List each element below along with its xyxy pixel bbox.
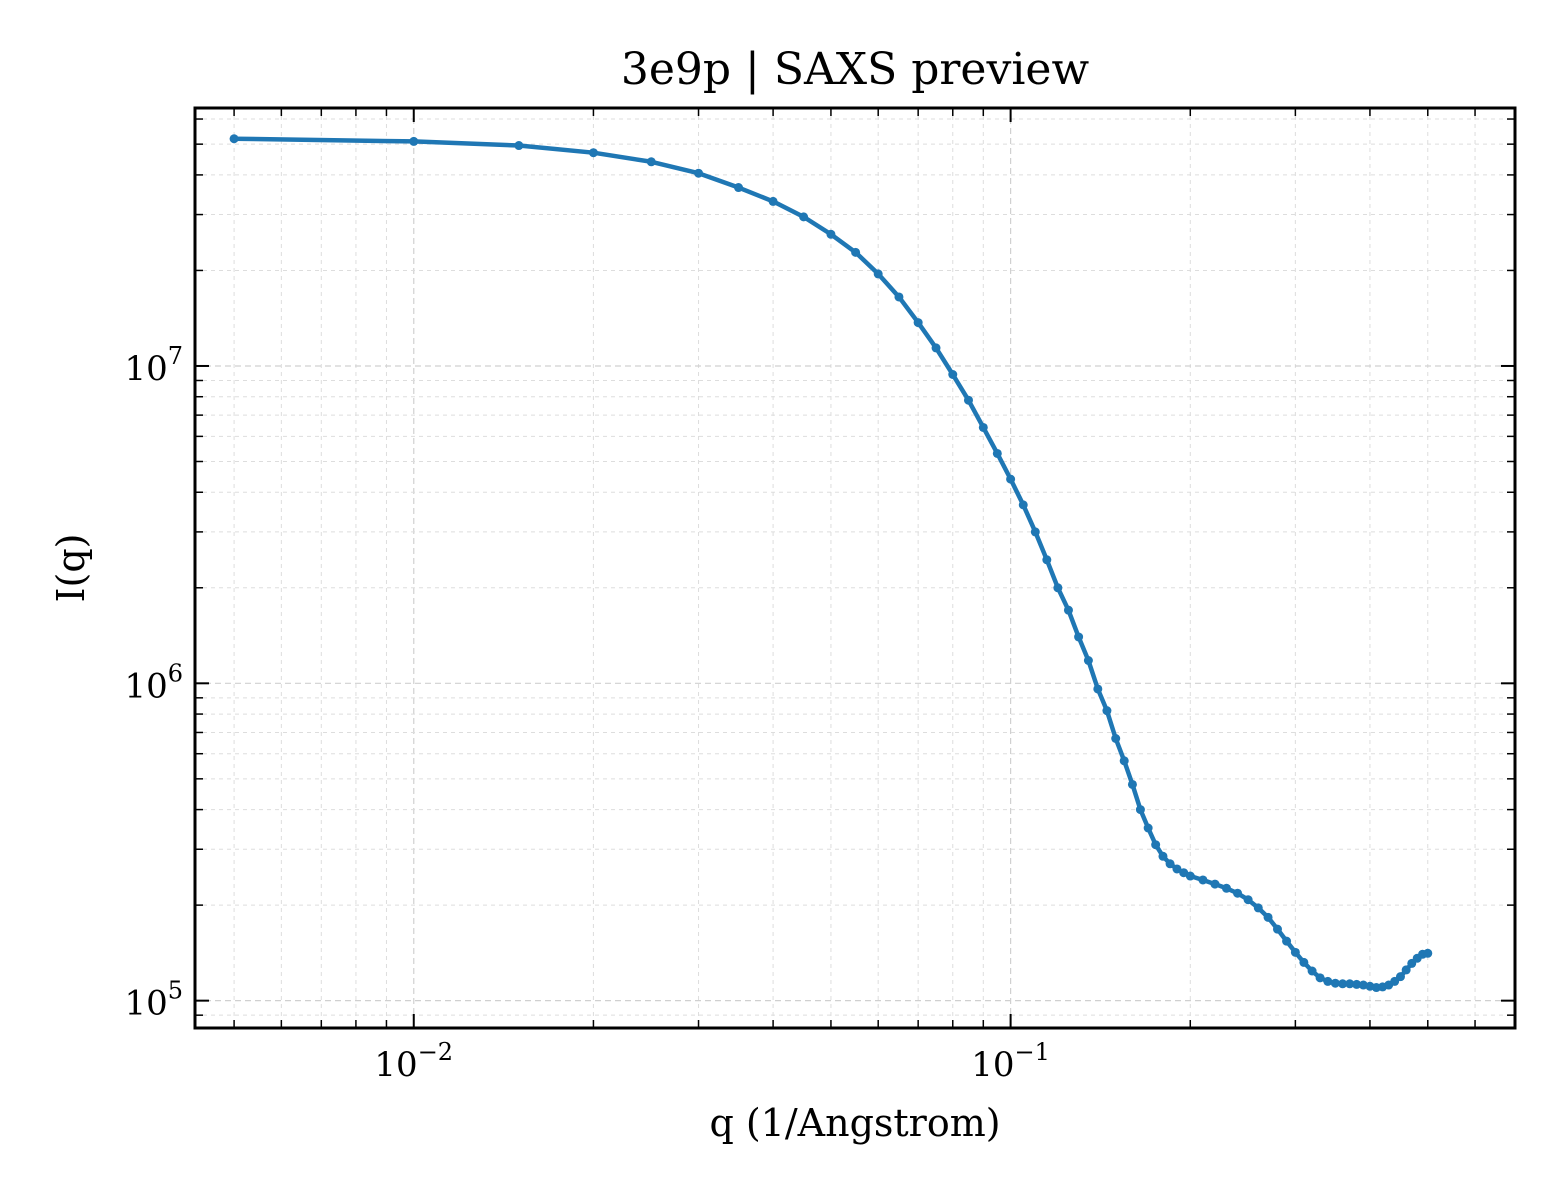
data-point bbox=[1210, 879, 1220, 889]
y-tick-label: 107 bbox=[124, 342, 183, 389]
tick-labels: 10−2 10−1 105 106 107 bbox=[124, 342, 1049, 1085]
data-point bbox=[768, 196, 778, 206]
data-point bbox=[694, 168, 704, 178]
data-point bbox=[992, 448, 1002, 458]
data-point bbox=[1053, 583, 1063, 593]
data-point bbox=[1401, 965, 1411, 975]
data-point bbox=[963, 395, 973, 405]
data-point bbox=[1243, 895, 1253, 905]
data-point bbox=[1299, 957, 1309, 967]
data-point bbox=[1119, 756, 1129, 766]
data-point bbox=[1143, 823, 1153, 833]
data-point bbox=[799, 212, 809, 222]
x-tick-label: 10−1 bbox=[971, 1038, 1050, 1085]
data-point bbox=[1423, 948, 1433, 958]
chart-title: 3e9p | SAXS preview bbox=[621, 44, 1090, 95]
x-axis-label: q (1/Angstrom) bbox=[709, 1101, 1000, 1145]
data-point bbox=[1352, 979, 1362, 989]
data-point bbox=[1158, 851, 1168, 861]
data-point bbox=[1074, 632, 1084, 642]
data-point bbox=[851, 247, 861, 257]
data-point bbox=[1233, 888, 1243, 898]
data-point bbox=[733, 183, 743, 193]
plot-frame bbox=[193, 106, 1517, 1030]
data-point bbox=[1042, 555, 1052, 565]
y-axis-label: I(q) bbox=[49, 534, 93, 603]
plot-area bbox=[229, 134, 1433, 993]
data-point bbox=[1093, 684, 1103, 694]
data-point bbox=[948, 370, 958, 379]
data-point bbox=[1135, 805, 1145, 815]
data-point bbox=[1307, 966, 1317, 976]
data-point bbox=[873, 269, 883, 279]
data-point bbox=[1330, 978, 1340, 988]
data-point bbox=[1198, 875, 1208, 885]
data-point bbox=[1253, 903, 1263, 913]
data-point bbox=[978, 422, 988, 432]
data-point bbox=[514, 141, 524, 151]
data-point bbox=[1222, 883, 1231, 893]
data-point bbox=[1338, 979, 1348, 989]
data-point bbox=[1395, 972, 1405, 982]
data-point bbox=[1323, 976, 1333, 986]
data-point bbox=[646, 157, 656, 167]
data-point bbox=[1290, 947, 1300, 957]
x-tick-label: 10−2 bbox=[374, 1038, 453, 1085]
data-point bbox=[1102, 706, 1112, 716]
data-point bbox=[1263, 912, 1273, 922]
data-point bbox=[1345, 979, 1355, 989]
data-point bbox=[1172, 864, 1182, 874]
data-point bbox=[1315, 973, 1325, 983]
data-point bbox=[1185, 871, 1195, 881]
data-point bbox=[1127, 779, 1137, 789]
data-point bbox=[1151, 840, 1161, 850]
data-point bbox=[1063, 605, 1073, 615]
data-point bbox=[894, 292, 904, 302]
data-point bbox=[1165, 859, 1175, 869]
series-markers bbox=[229, 134, 1433, 993]
y-tick-label: 106 bbox=[124, 659, 183, 706]
data-point bbox=[1272, 924, 1282, 934]
data-point bbox=[1282, 936, 1292, 946]
data-point bbox=[1006, 474, 1016, 484]
data-point bbox=[588, 148, 598, 158]
data-point bbox=[913, 318, 923, 328]
data-point bbox=[931, 343, 941, 353]
data-point bbox=[1111, 734, 1121, 743]
data-point bbox=[409, 136, 419, 146]
data-point bbox=[1083, 656, 1093, 665]
y-tick-label: 105 bbox=[124, 977, 183, 1024]
data-point bbox=[826, 229, 836, 239]
data-point bbox=[1030, 527, 1040, 537]
data-point bbox=[1018, 500, 1028, 510]
data-point bbox=[229, 134, 239, 144]
